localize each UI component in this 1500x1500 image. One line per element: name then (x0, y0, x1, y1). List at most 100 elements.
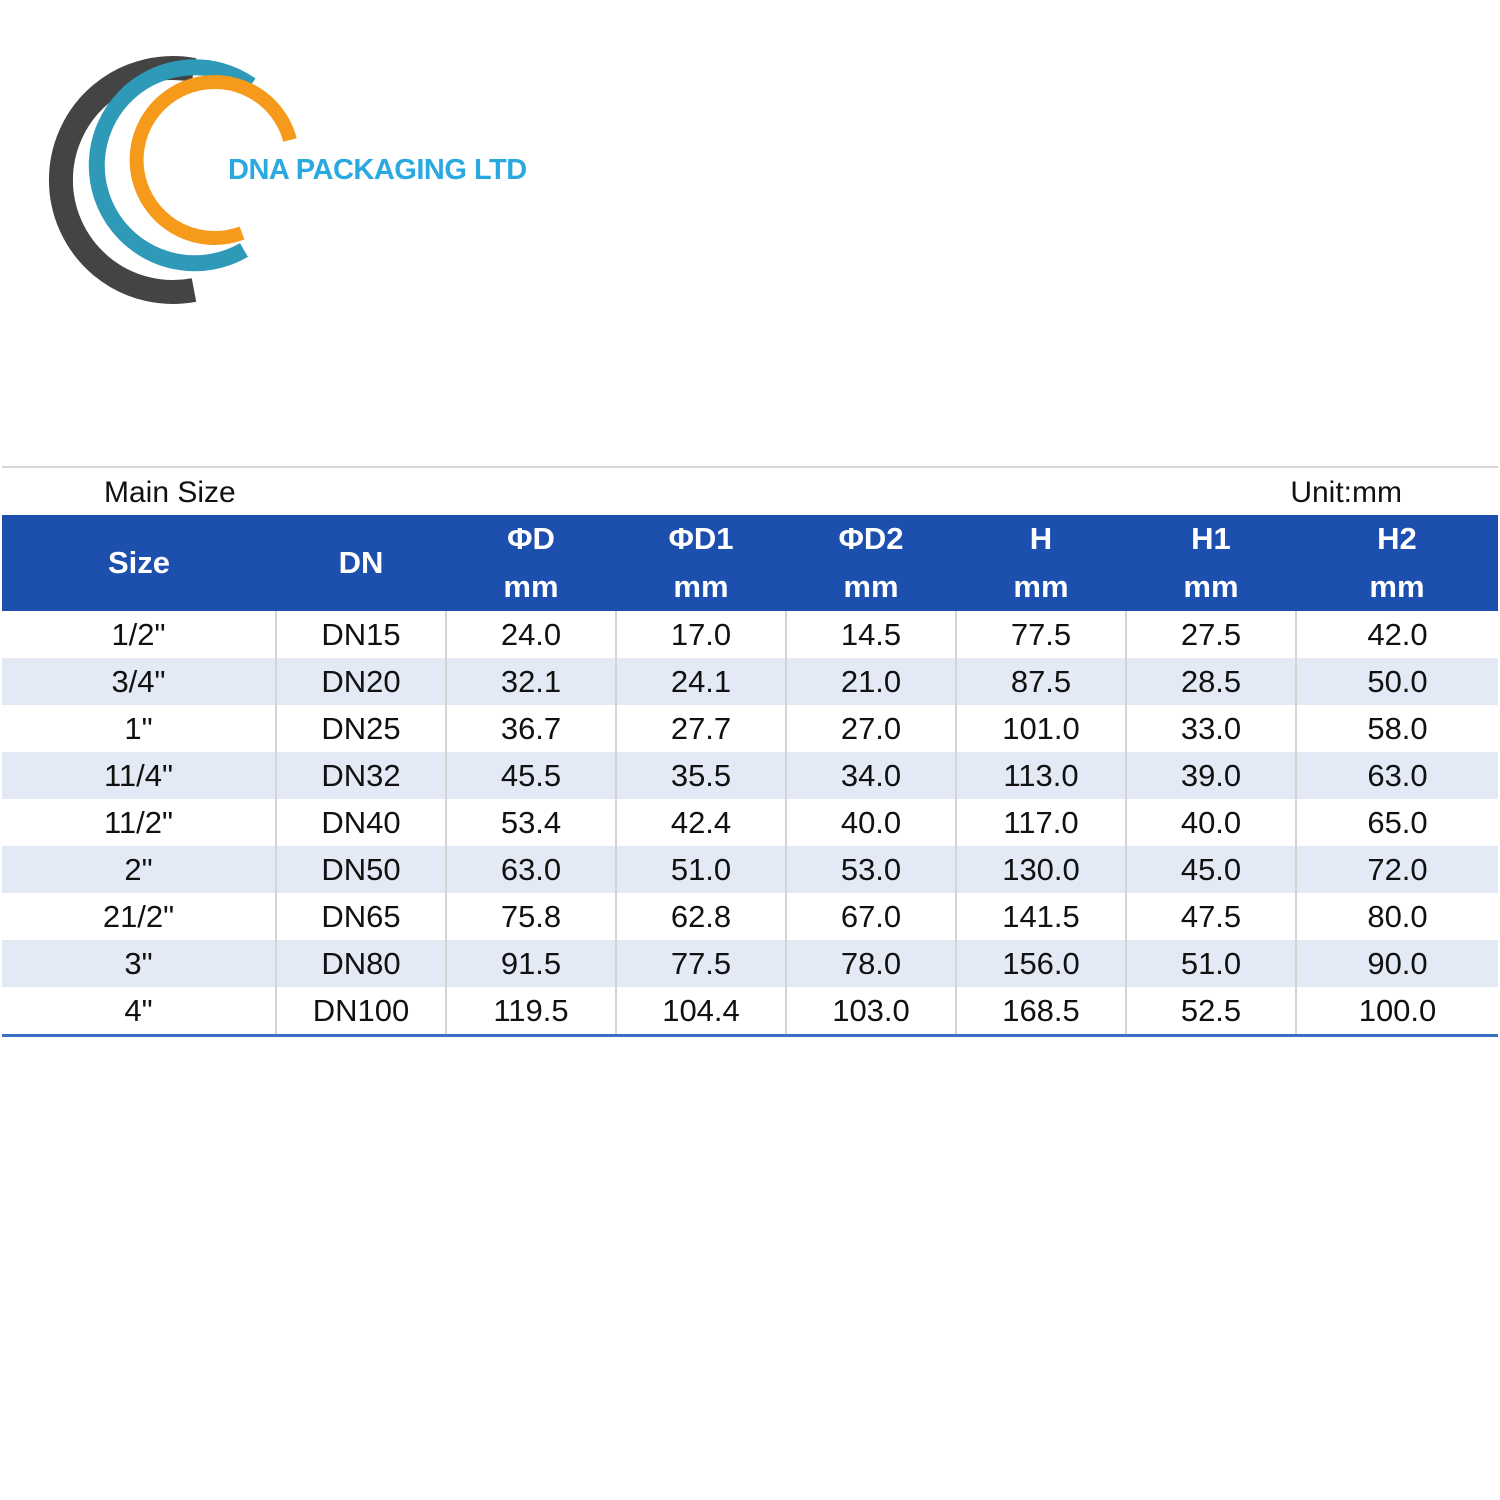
table-cell: 113.0 (955, 752, 1126, 799)
header-label: ΦD1 (668, 521, 734, 556)
table-cell: 27.7 (615, 705, 786, 752)
logo-mark (49, 56, 297, 304)
table-cell: DN100 (275, 987, 446, 1034)
table-cell: 28.5 (1125, 658, 1296, 705)
table-cell: 39.0 (1125, 752, 1296, 799)
table-cell: DN40 (275, 799, 446, 846)
header-unit: mm (843, 569, 899, 604)
table-cell: 4" (124, 992, 153, 1028)
table-cell: 45.5 (445, 752, 616, 799)
table-body: 1/2" DN15 24.0 17.0 14.5 77.5 27.5 42.0 3/4" DN20… (2, 611, 1498, 1034)
table-cell: DN65 (275, 893, 446, 940)
table-cell: 32.1 (445, 658, 616, 705)
table-cell: 42.4 (615, 799, 786, 846)
header-unit: mm (503, 569, 559, 604)
table-cell: 40.0 (1125, 799, 1296, 846)
table-cell: 3" (2, 940, 276, 987)
table-row: 2" DN50 63.0 51.0 53.0 130.0 45.0 72.0 (2, 846, 1498, 893)
table-cell: 36.7 (445, 705, 616, 752)
table-cell: 104.4 (615, 987, 786, 1034)
table-cell: 47.5 (1125, 893, 1296, 940)
table-cell: 62.8 (615, 893, 786, 940)
table-row: 11/2" DN40 53.4 42.4 40.0 117.0 40.0 65.0 (2, 799, 1498, 846)
table-cell: 52.5 (1125, 987, 1296, 1034)
table-cell: 24.1 (615, 658, 786, 705)
header-unit: mm (673, 569, 729, 604)
table-cell: 21/2" (102, 898, 175, 934)
logo-arc (88, 59, 256, 272)
table-cell: 101.0 (955, 705, 1126, 752)
table-cell: 42.0 (1295, 611, 1498, 658)
table-cell: 58.0 (1295, 705, 1498, 752)
table-cell: 141.5 (955, 893, 1126, 940)
header-cell: H1 mm (1126, 515, 1296, 611)
table-cell: 53.0 (785, 846, 956, 893)
caption: Main Size (104, 476, 236, 509)
table-cell: 90.0 (1295, 940, 1498, 987)
header-label: H2 (1377, 521, 1417, 556)
table-cell: 1" (124, 710, 153, 746)
table-cell: 17.0 (615, 611, 786, 658)
table-row: 3/4" DN20 32.1 24.1 21.0 87.5 28.5 50.0 (2, 658, 1498, 705)
table-cell: 80.0 (1295, 893, 1498, 940)
table-cell: 65.0 (1295, 799, 1498, 846)
header-label: H (1029, 521, 1053, 556)
header-label: Size (107, 545, 171, 580)
table-cell: DN32 (275, 752, 446, 799)
table-cell: 77.5 (955, 611, 1126, 658)
table-cell: 21.0 (785, 658, 956, 705)
table-cell: 2" (2, 846, 276, 893)
table-cell: DN15 (275, 611, 446, 658)
table-row: 21/2" DN65 75.8 62.8 67.0 141.5 47.5 80.0 (2, 893, 1498, 940)
table-cell: 63.0 (1295, 752, 1498, 799)
table-cell: 51.0 (615, 846, 786, 893)
table-cell: 77.5 (615, 940, 786, 987)
header-label: ΦD (507, 521, 555, 556)
table-cell: 11/4" (2, 752, 276, 799)
table-row: 1" DN25 36.7 27.7 27.0 101.0 33.0 58.0 (2, 705, 1498, 752)
table-cell: DN50 (275, 846, 446, 893)
table-cell: 78.0 (785, 940, 956, 987)
table-row: 4" DN100 119.5 104.4 103.0 168.5 52.5 100.0 (2, 987, 1498, 1034)
table-cell: DN20 (275, 658, 446, 705)
header-label: ΦD2 (838, 521, 904, 556)
header-cell: ΦD2 mm (786, 515, 956, 611)
header-label: DN (338, 545, 384, 580)
table-cell: DN80 (275, 940, 446, 987)
table-cell: 34.0 (785, 752, 956, 799)
table-cell: 40.0 (785, 799, 956, 846)
table-cell: 11/2" (103, 804, 174, 840)
table-cell: 67.0 (785, 893, 956, 940)
table-cell: 3/4" (2, 658, 276, 705)
table-cell: 14.5 (785, 611, 956, 658)
logo-arc (129, 74, 297, 245)
table-cell: 119.5 (445, 987, 616, 1034)
table-cell: 72.0 (1295, 846, 1498, 893)
table-row: 3" DN80 91.5 77.5 78.0 156.0 51.0 90.0 (2, 940, 1498, 987)
header-label: H1 (1191, 521, 1231, 556)
table-cell: 35.5 (615, 752, 786, 799)
logo-text: DNA PACKAGING LTD (228, 154, 527, 186)
table-cell: 168.5 (955, 987, 1126, 1034)
header-cell: ΦD1 mm (616, 515, 786, 611)
table-cell: 24.0 (445, 611, 616, 658)
header-cell: H2 mm (1296, 515, 1498, 611)
table-row: 1/2" DN15 24.0 17.0 14.5 77.5 27.5 42.0 (2, 611, 1498, 658)
header-cell: ΦD mm (446, 515, 616, 611)
table-cell: 117.0 (955, 799, 1126, 846)
table-cell: 91.5 (445, 940, 616, 987)
table-cell: 33.0 (1125, 705, 1296, 752)
table-cell: 63.0 (445, 846, 616, 893)
table-cell: 130.0 (955, 846, 1126, 893)
table-row: 11/4" DN32 45.5 35.5 34.0 113.0 39.0 63.0 (2, 752, 1498, 799)
table-cell: 27.0 (785, 705, 956, 752)
table-cell: 1/2" (111, 616, 166, 652)
header-cell: DN (276, 515, 446, 611)
table-cell: 50.0 (1295, 658, 1498, 705)
table-cell: 87.5 (955, 658, 1126, 705)
table-cell: DN25 (275, 705, 446, 752)
